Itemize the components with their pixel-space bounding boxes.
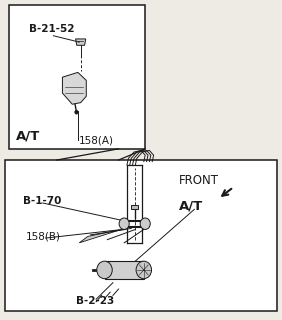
Circle shape — [140, 218, 150, 229]
Text: A/T: A/T — [179, 200, 203, 212]
Bar — [131, 204, 138, 209]
Text: B-1-70: B-1-70 — [23, 196, 61, 206]
Text: FRONT: FRONT — [179, 174, 219, 187]
Bar — [5, 160, 277, 311]
Text: B-21-52: B-21-52 — [29, 24, 74, 34]
Text: 158(B): 158(B) — [26, 231, 61, 241]
Polygon shape — [76, 39, 86, 45]
Text: 158(A): 158(A) — [79, 135, 114, 145]
Bar — [105, 261, 144, 279]
Text: B-2-23: B-2-23 — [76, 296, 115, 306]
Text: A/T: A/T — [16, 130, 40, 142]
Polygon shape — [79, 229, 121, 243]
Bar — [9, 5, 145, 149]
Circle shape — [97, 261, 112, 279]
Circle shape — [119, 218, 129, 229]
Polygon shape — [62, 72, 86, 104]
Circle shape — [75, 110, 78, 114]
Circle shape — [136, 261, 151, 279]
